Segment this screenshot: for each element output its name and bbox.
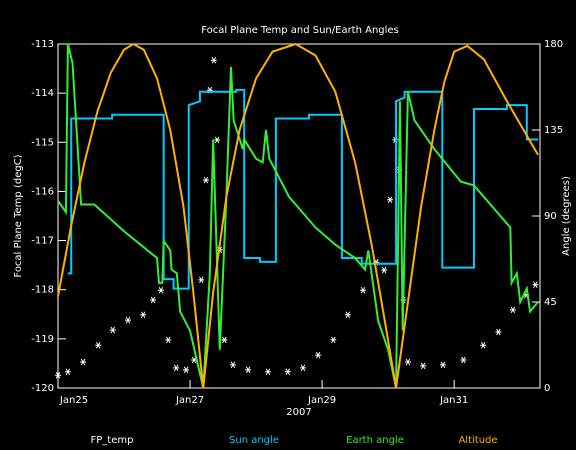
data-point [420,362,427,370]
y2-tick-label: 45 [544,297,557,308]
y-tick-label: -115 [31,137,54,148]
data-point [109,326,116,334]
data-point [55,371,61,379]
data-point [460,356,467,364]
data-point [214,136,221,144]
data-point [158,286,165,294]
y-tick-label: -118 [31,285,54,296]
data-line [67,88,539,290]
data-point [245,366,252,374]
y-tick-label: -119 [31,334,54,345]
data-point [140,311,147,319]
x-tick-label: Jan25 [59,395,88,406]
legend-entry: Altitude [458,435,497,446]
x-tick-label: Jan27 [175,395,204,406]
data-point [532,281,539,289]
data-point [509,306,516,314]
chart-title: Focal Plane Temp and Sun/Earth Angles [201,25,399,36]
x-tick-label: Jan29 [307,395,336,406]
x-tick-label: Jan31 [439,395,468,406]
data-point [404,358,411,366]
data-point [480,341,487,349]
data-point [64,368,71,376]
data-point [387,196,394,204]
data-point [381,266,388,274]
data-point [299,364,306,372]
data-point [165,336,172,344]
legend-entry: FP_temp [91,435,134,446]
data-point [360,286,367,294]
legend-entry: Sun angle [229,435,279,446]
y2-tick-label: 180 [544,39,563,50]
legend-entry: Earth angle [346,435,404,446]
data-point [202,176,209,184]
data-line [57,42,539,389]
y-tick-label: -116 [31,186,54,197]
data-point [173,364,180,372]
data-point [150,296,157,304]
data-line [57,43,539,389]
data-point [80,358,87,366]
data-point [439,361,446,369]
y-tick-label: -120 [31,383,54,394]
y2-tick-label: 135 [544,125,563,136]
data-point [344,311,351,319]
data-point [264,368,271,376]
data-point [221,336,228,344]
y-tick-label: -117 [31,236,54,247]
data-point [95,341,102,349]
data-point [198,276,205,284]
data-point [284,368,291,376]
y2-tick-label: 90 [544,211,557,222]
y-axis-label: Focal Plane Temp (degC) [13,154,24,277]
data-point [495,328,502,336]
data-point [183,366,190,374]
x-axis-label: 2007 [286,407,311,418]
y2-axis-label: Angle (degrees) [561,176,572,256]
data-point [229,361,236,369]
data-point [330,336,337,344]
y-tick-label: -113 [31,39,54,50]
data-point [315,351,322,359]
plot-frame [57,43,541,389]
data-point [210,56,217,64]
y2-tick-label: 0 [544,383,550,394]
y-tick-label: -114 [31,88,54,99]
data-point [124,316,131,324]
